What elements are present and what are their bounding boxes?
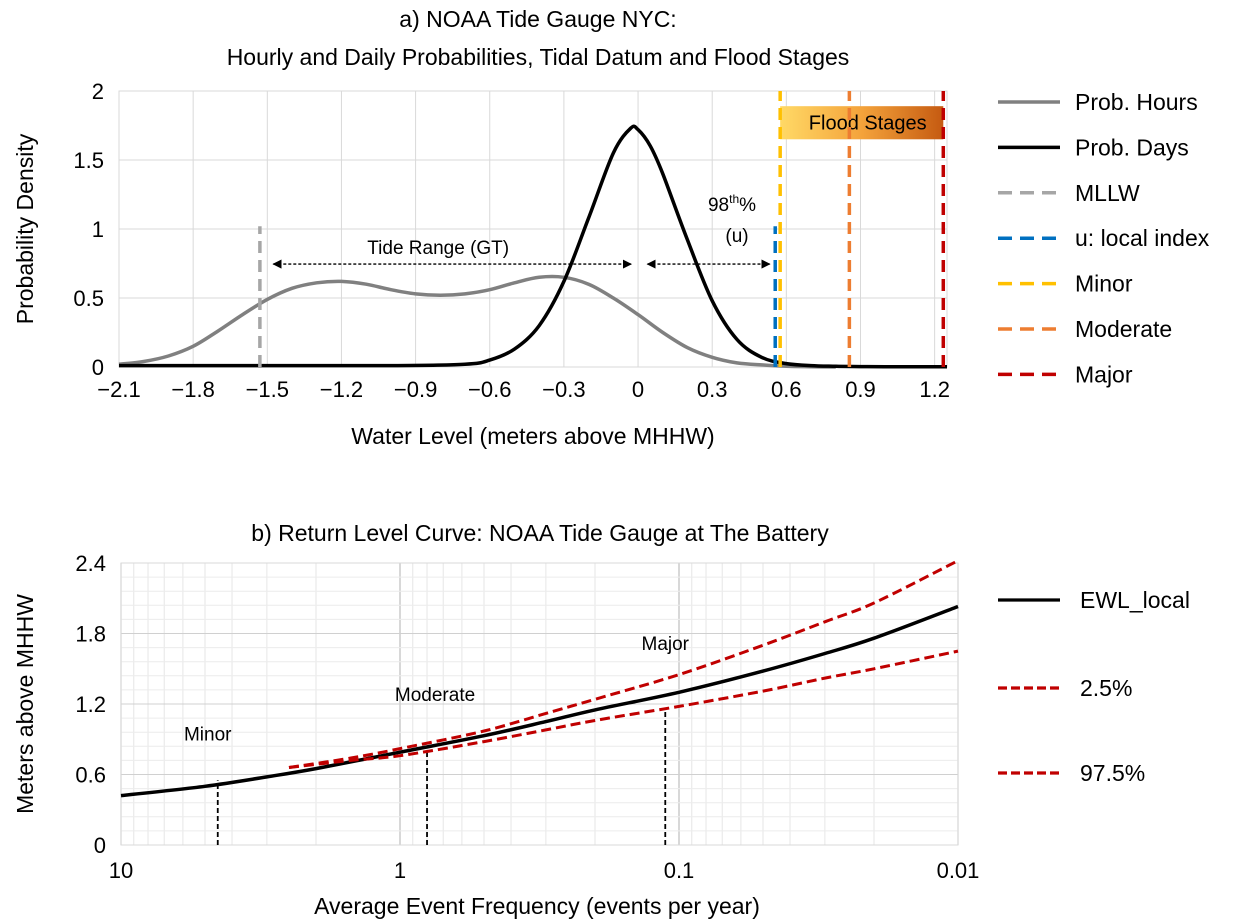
chart-a-legend: Prob. Hours Prob. Days MLLW u: local index M… xyxy=(998,89,1210,387)
legend-label-ewl-local: EWL_local xyxy=(1080,587,1190,613)
chart-a-x-tick-label: −1.8 xyxy=(171,377,214,402)
flood-stages-band xyxy=(780,106,944,140)
chart-b-y-axis-label: Meters above MHHW xyxy=(12,594,38,814)
pct98-sub-label: (u) xyxy=(725,226,748,247)
legend-label-moderate: Moderate xyxy=(1075,316,1172,342)
chart-a-x-tick-label: −0.3 xyxy=(542,377,585,402)
chart-a: a) NOAA Tide Gauge NYC: Hourly and Daily… xyxy=(12,6,1210,449)
series-prob-hours xyxy=(118,274,836,369)
chart-b-plot-frame xyxy=(120,562,959,846)
marker-label-minor: Minor xyxy=(184,724,232,745)
chart-b-y-ticks: 0 0.6 1.2 1.8 2.4 xyxy=(75,551,106,858)
chart-b-y-tick-label: 1.2 xyxy=(75,692,106,717)
chart-a-y-tick-label: 0 xyxy=(92,355,104,380)
chart-a-y-ticks: 0 0.5 1 1.5 2 xyxy=(73,79,104,380)
tide-range-label: Tide Range (GT) xyxy=(367,238,509,259)
chart-a-vlines xyxy=(258,91,946,367)
series-97-5 xyxy=(288,649,959,769)
series-prob-days xyxy=(119,124,947,369)
legend-label-prob-hours: Prob. Hours xyxy=(1075,89,1198,115)
flood-stages-label: Flood Stages xyxy=(809,113,927,135)
chart-b-legend: EWL_local 2.5% 97.5% xyxy=(998,587,1190,786)
chart-b-markers: Minor Moderate Major xyxy=(184,634,690,845)
chart-b-series xyxy=(120,559,959,798)
chart-b-x-ticks: 10 1 0.1 0.01 xyxy=(109,858,980,883)
chart-a-series xyxy=(118,124,947,369)
chart-a-annotations: Tide Range (GT) 98th% (u) xyxy=(272,192,771,269)
chart-b-x-tick-label: 1 xyxy=(394,858,406,883)
chart-a-x-tick-label: −0.6 xyxy=(468,377,511,402)
chart-b-x-tick-label: 0.01 xyxy=(937,858,980,883)
chart-a-x-tick-label: −0.9 xyxy=(394,377,437,402)
marker-label-major: Major xyxy=(642,634,690,655)
chart-a-x-tick-label: 0.9 xyxy=(845,377,876,402)
legend-label-2-5: 2.5% xyxy=(1080,675,1132,701)
legend-label-major: Major xyxy=(1075,361,1133,387)
chart-a-x-ticks: −2.1 −1.8 −1.5 −1.2 −0.9 −0.6 −0.3 0 0.3 0.6 0.9 1.… xyxy=(97,377,950,402)
chart-b: b) Return Level Curve: NOAA Tide Gauge a… xyxy=(12,520,1190,919)
chart-a-x-tick-label: 0 xyxy=(632,377,644,402)
legend-label-97-5: 97.5% xyxy=(1080,760,1145,786)
chart-a-y-tick-label: 0.5 xyxy=(73,286,104,311)
chart-a-x-axis-label: Water Level (meters above MHHW) xyxy=(351,423,714,449)
chart-b-y-tick-label: 0 xyxy=(94,833,106,858)
chart-a-y-tick-label: 2 xyxy=(92,79,104,104)
legend-label-minor: Minor xyxy=(1075,271,1133,297)
chart-b-grid xyxy=(120,562,959,846)
chart-b-x-tick-label: 10 xyxy=(109,858,133,883)
marker-label-moderate: Moderate xyxy=(395,685,475,706)
legend-label-mllw: MLLW xyxy=(1075,180,1140,206)
chart-a-x-tick-label: 1.2 xyxy=(919,377,950,402)
chart-a-y-tick-label: 1.5 xyxy=(73,148,104,173)
chart-a-x-tick-label: −1.5 xyxy=(246,377,289,402)
chart-a-plot-frame xyxy=(118,90,948,368)
chart-a-y-axis-label: Probability Density xyxy=(12,133,38,324)
chart-a-flood-stages-band: Flood Stages xyxy=(780,106,944,140)
chart-b-y-tick-label: 1.8 xyxy=(75,622,106,647)
series-2-5 xyxy=(288,559,959,769)
chart-a-x-tick-label: −1.2 xyxy=(320,377,363,402)
chart-a-x-tick-label: 0.6 xyxy=(771,377,802,402)
legend-label-prob-days: Prob. Days xyxy=(1075,134,1189,160)
chart-a-x-tick-label: −2.1 xyxy=(97,377,140,402)
chart-b-y-tick-label: 2.4 xyxy=(75,551,106,576)
chart-a-x-tick-label: 0.3 xyxy=(697,377,728,402)
chart-a-title: a) NOAA Tide Gauge NYC: xyxy=(399,6,676,32)
legend-label-u-local-index: u: local index xyxy=(1075,225,1210,251)
chart-a-y-tick-label: 1 xyxy=(92,217,104,242)
chart-b-x-tick-label: 0.1 xyxy=(664,858,695,883)
chart-b-x-axis-label: Average Event Frequency (events per year… xyxy=(314,893,760,919)
chart-b-y-tick-label: 0.6 xyxy=(75,763,106,788)
pct98-label: 98th% xyxy=(708,192,756,216)
series-ewl-local xyxy=(120,604,959,798)
chart-b-title: b) Return Level Curve: NOAA Tide Gauge a… xyxy=(251,520,829,546)
chart-a-subtitle: Hourly and Daily Probabilities, Tidal Da… xyxy=(227,44,850,70)
